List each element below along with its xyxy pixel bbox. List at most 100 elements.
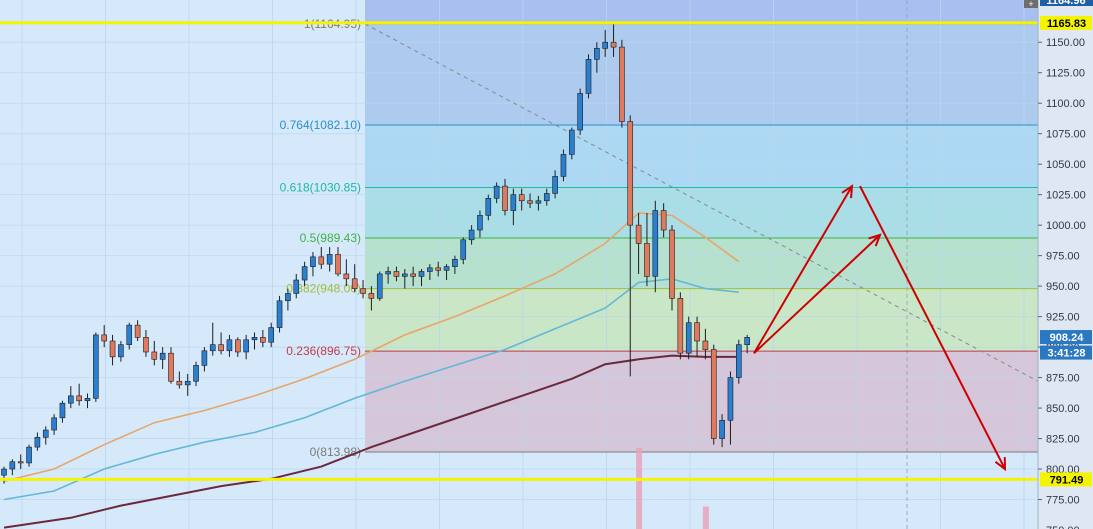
candle-body[interactable] [543,193,550,202]
trend-line[interactable] [364,23,1039,382]
candle-body[interactable] [560,154,567,177]
candle-body[interactable] [218,344,224,352]
candle-body[interactable] [351,278,358,289]
candle-body[interactable] [159,352,166,360]
candle-body[interactable] [34,437,41,448]
candle-body[interactable] [310,256,316,267]
candle-body[interactable] [184,380,191,386]
candle-body[interactable] [360,288,366,294]
candle-body[interactable] [443,266,450,271]
candle-body[interactable] [201,350,208,366]
candle-body[interactable] [410,273,416,277]
candle-body[interactable] [26,446,32,464]
candle-body[interactable] [652,210,659,277]
candle-body[interactable] [619,46,625,122]
candle-body[interactable] [343,273,350,280]
candle-body[interactable] [59,402,66,419]
candle-body[interactable] [435,267,442,271]
candle-body[interactable] [493,185,500,199]
candle-body[interactable] [427,267,433,272]
candle-body[interactable] [76,395,82,402]
candle-body[interactable] [335,254,341,275]
candle-body[interactable] [51,417,57,431]
candle-body[interactable] [602,41,609,49]
candle-body[interactable] [644,243,650,277]
candle-body[interactable] [452,258,458,267]
candle-body[interactable] [151,351,158,360]
candle-body[interactable] [1,468,7,476]
candle-body[interactable] [719,419,725,439]
candle-body[interactable] [243,339,249,353]
candle-body[interactable] [635,224,642,244]
candle-body[interactable] [460,239,467,260]
candle-body[interactable] [101,334,107,342]
candle-body[interactable] [17,461,24,464]
candle-body[interactable] [42,429,49,438]
candle-body[interactable] [468,229,475,241]
candle-body[interactable] [176,380,183,386]
candle-body[interactable] [685,322,692,354]
candle-body[interactable] [376,273,383,299]
candle-body[interactable] [518,194,525,202]
candle-body[interactable] [552,176,558,194]
price-axis-tick-label: 1075.00 [1046,129,1086,141]
candle-body[interactable] [535,200,542,204]
candle-body[interactable] [118,344,124,358]
candle-body[interactable] [251,337,258,341]
forecast-arrow[interactable] [753,234,881,354]
candle-body[interactable] [393,271,400,277]
candle-body[interactable] [502,185,508,211]
forecast-arrow-head [841,184,854,199]
candle-body[interactable] [235,339,241,353]
forecast-arrow[interactable] [753,185,853,354]
top-price-tag [1040,0,1093,6]
candle-body[interactable] [710,349,717,439]
candle-body[interactable] [401,273,408,277]
candle-body[interactable] [610,41,617,48]
candle-body[interactable] [527,200,533,204]
candle-body[interactable] [134,324,141,338]
candle-body[interactable] [260,337,266,343]
candle-body[interactable] [418,271,425,277]
candle-body[interactable] [68,395,74,404]
candle-body[interactable] [594,48,600,60]
candle-body[interactable] [744,337,750,345]
expand-icon[interactable] [1024,0,1038,8]
candle-body[interactable] [318,256,325,265]
forecast-arrow[interactable] [859,185,1006,470]
candle-body[interactable] [627,121,634,226]
candle-body[interactable] [660,210,667,231]
candle-body[interactable] [577,93,583,131]
candle-body[interactable] [168,352,174,382]
candle-body[interactable] [510,194,517,211]
candle-body[interactable] [143,337,149,353]
candle-body[interactable] [293,279,300,294]
candle-body[interactable] [109,340,116,358]
candle-body[interactable] [93,334,99,399]
candle-body[interactable] [702,340,709,350]
candle-body[interactable] [727,377,734,421]
candle-body[interactable] [268,327,275,343]
candle-body[interactable] [276,300,283,328]
candle-body[interactable] [193,365,199,382]
candle-body[interactable] [477,215,483,231]
candle-body[interactable] [694,322,700,342]
candle-body[interactable] [585,59,592,94]
candle-body[interactable] [209,344,216,352]
candle-body[interactable] [84,398,91,402]
candle-body[interactable] [9,461,16,470]
candle-body[interactable] [368,293,375,299]
candle-body[interactable] [226,339,233,352]
candle-body[interactable] [301,266,308,281]
fib-level-label: 0.236(896.75) [286,344,361,358]
candle-body[interactable] [677,298,684,354]
candle-body[interactable] [568,129,575,155]
candle-body[interactable] [326,254,333,265]
candle-body[interactable] [735,344,742,378]
candle-body[interactable] [385,271,391,275]
candle-body[interactable] [669,229,675,299]
candle-body[interactable] [285,293,291,302]
candle-body[interactable] [485,198,492,216]
candle-body[interactable] [126,324,133,345]
